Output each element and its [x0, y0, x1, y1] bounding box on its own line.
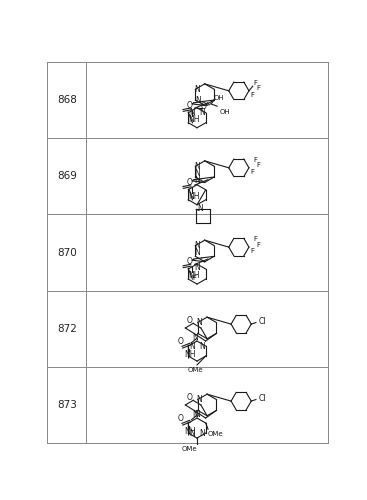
Text: N: N — [199, 342, 205, 350]
Text: O: O — [187, 393, 193, 402]
Text: Cl: Cl — [259, 394, 266, 402]
Text: N: N — [197, 204, 203, 213]
Text: 868: 868 — [57, 94, 77, 104]
Text: N: N — [194, 410, 200, 418]
Text: OH: OH — [213, 94, 224, 100]
Text: NH: NH — [184, 350, 196, 360]
Text: O: O — [201, 102, 207, 110]
Text: F: F — [253, 157, 257, 163]
Text: N: N — [194, 176, 200, 186]
Text: N: N — [192, 334, 198, 342]
Text: 870: 870 — [57, 248, 77, 258]
Text: OMe: OMe — [208, 431, 224, 437]
Text: F: F — [192, 274, 196, 280]
Text: N: N — [195, 96, 201, 106]
Text: N: N — [194, 162, 200, 171]
Text: NH: NH — [188, 272, 200, 280]
Text: O: O — [187, 316, 193, 325]
Text: F: F — [251, 168, 255, 174]
Text: F: F — [251, 248, 255, 254]
Text: N: N — [196, 318, 202, 327]
Text: NH: NH — [188, 115, 200, 124]
Text: F: F — [256, 242, 260, 248]
Text: 873: 873 — [57, 400, 77, 410]
Text: N: N — [199, 428, 205, 438]
Text: N: N — [194, 264, 200, 272]
Text: N: N — [189, 342, 195, 350]
Text: N: N — [192, 410, 198, 420]
Text: NH: NH — [188, 192, 200, 201]
Text: NH: NH — [184, 428, 196, 436]
Text: O: O — [186, 100, 192, 110]
Text: N: N — [194, 85, 200, 94]
Text: F: F — [253, 236, 257, 242]
Text: N: N — [189, 428, 195, 438]
Text: F: F — [253, 80, 257, 86]
Text: 872: 872 — [57, 324, 77, 334]
Text: OMe: OMe — [188, 366, 203, 372]
Text: 869: 869 — [57, 171, 77, 181]
Text: N: N — [189, 108, 195, 117]
Text: N: N — [196, 395, 202, 404]
Text: N: N — [194, 169, 200, 178]
Text: OH: OH — [219, 110, 230, 116]
Text: O: O — [186, 257, 192, 266]
Text: N: N — [199, 108, 205, 117]
Text: Cl: Cl — [259, 316, 266, 326]
Text: O: O — [178, 414, 184, 424]
Text: N: N — [194, 248, 200, 258]
Text: F: F — [256, 86, 260, 91]
Text: O: O — [178, 338, 184, 346]
Text: F: F — [251, 92, 255, 98]
Text: OMe: OMe — [181, 446, 197, 452]
Text: N: N — [194, 241, 200, 250]
Text: F: F — [256, 162, 260, 168]
Text: O: O — [186, 178, 192, 186]
